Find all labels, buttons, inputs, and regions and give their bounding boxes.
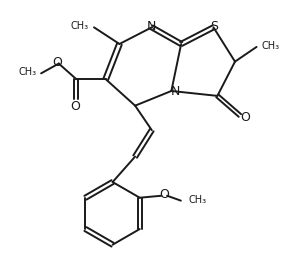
Text: N: N [147,20,157,33]
Text: N: N [171,85,180,98]
Text: CH₃: CH₃ [18,67,36,77]
Text: O: O [52,56,62,69]
Text: S: S [210,20,219,33]
Text: CH₃: CH₃ [261,41,279,51]
Text: O: O [159,188,169,201]
Text: CH₃: CH₃ [71,21,89,31]
Text: O: O [70,100,80,113]
Text: O: O [240,111,250,124]
Text: CH₃: CH₃ [189,195,207,205]
